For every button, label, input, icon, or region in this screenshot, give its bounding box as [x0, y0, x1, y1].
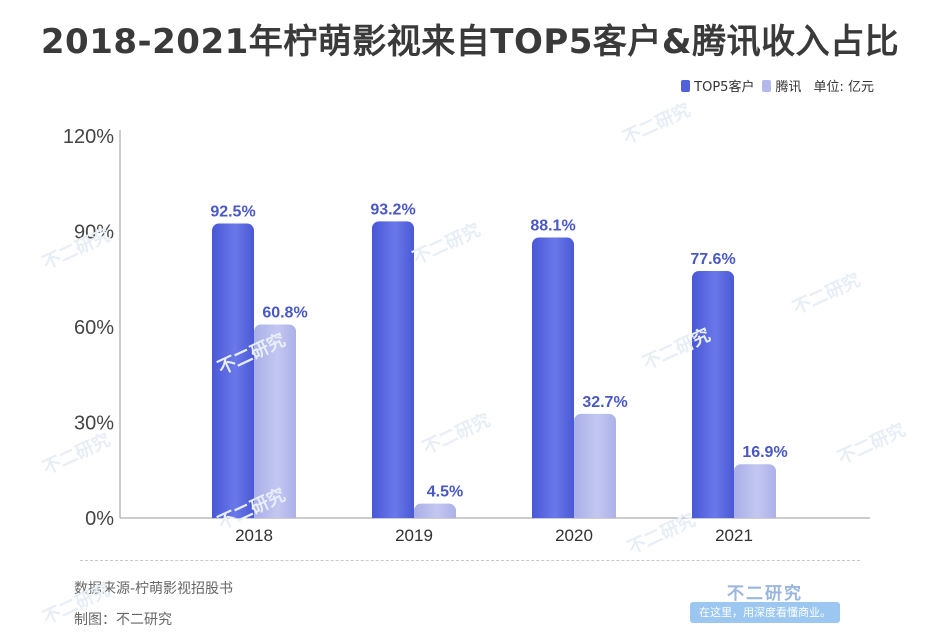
- footer-divider: [80, 560, 860, 561]
- y-tick-label: 90%: [74, 222, 114, 244]
- y-tick-label: 60%: [74, 317, 114, 339]
- bar-tencent-base: [414, 511, 456, 518]
- data-label-tencent: 16.9%: [742, 444, 787, 461]
- legend: TOP5客户 腾讯 单位: 亿元: [681, 76, 874, 95]
- bar-top5-base: [692, 511, 734, 518]
- chart-maker: 制图：不二研究: [74, 612, 172, 628]
- bar-tencent-base: [574, 511, 616, 518]
- data-label-tencent: 60.8%: [262, 304, 307, 321]
- bar-top5: [692, 270, 734, 518]
- bar-tencent: [254, 324, 296, 518]
- legend-label-top5: TOP5客户: [694, 80, 755, 95]
- bar-top5: [532, 237, 574, 518]
- data-source: 数据来源-柠萌影视招股书: [74, 581, 234, 597]
- legend-item-top5: TOP5客户: [681, 76, 754, 95]
- legend-item-tencent: 腾讯: [762, 76, 801, 95]
- bar-top5-base: [532, 511, 574, 518]
- bar-top5-base: [372, 511, 414, 518]
- data-label-top5: 88.1%: [530, 218, 575, 235]
- legend-swatch-tencent: [762, 79, 772, 92]
- legend-swatch-top5: [681, 79, 691, 92]
- bar-tencent: [734, 464, 776, 518]
- data-label-top5: 92.5%: [210, 204, 255, 221]
- bar-top5: [372, 221, 414, 518]
- brand-logo-text: 不二研究: [727, 584, 803, 604]
- bar-top5: [212, 223, 254, 518]
- y-tick-label: 30%: [74, 413, 114, 435]
- bar-tencent-base: [734, 511, 776, 518]
- legend-label-tencent: 腾讯: [775, 80, 802, 95]
- unit-note: 单位: 亿元: [813, 80, 874, 95]
- data-label-tencent: 32.7%: [582, 394, 627, 411]
- data-label-top5: 77.6%: [690, 251, 735, 268]
- x-tick-label: 2018: [235, 526, 273, 545]
- y-tick-label: 0%: [85, 508, 114, 530]
- data-label-tencent: 4.5%: [427, 484, 463, 501]
- x-tick-label: 2020: [555, 526, 593, 545]
- brand-slogan: 在这里，用深度看懂商业。: [690, 602, 840, 623]
- data-label-top5: 93.2%: [370, 201, 415, 218]
- x-tick-label: 2019: [395, 526, 433, 545]
- y-tick-label: 120%: [63, 126, 114, 148]
- chart-title: 2018-2021年柠萌影视来自TOP5客户&腾讯收入占比: [40, 22, 900, 62]
- x-tick-label: 2021: [715, 526, 753, 545]
- bar-tencent-base: [254, 511, 296, 518]
- bar-top5-base: [212, 511, 254, 518]
- bar-tencent: [574, 413, 616, 518]
